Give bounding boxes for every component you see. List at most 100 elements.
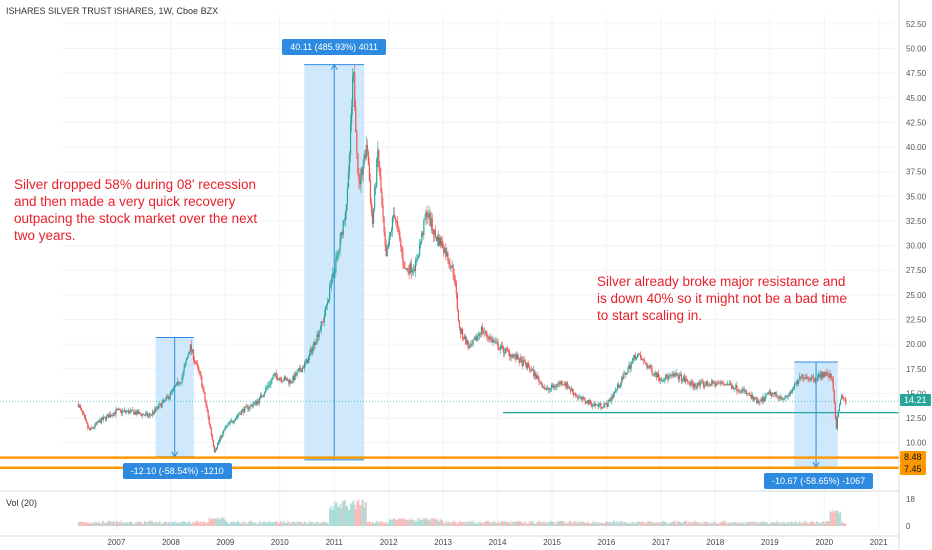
volume-bar: [452, 521, 454, 526]
volume-bar: [738, 523, 740, 526]
y-tick-label: 30.00: [906, 242, 927, 251]
volume-bar: [539, 522, 541, 526]
candle-body: [282, 380, 285, 382]
candle-body: [390, 229, 392, 233]
candle-body: [657, 373, 659, 378]
volume-bar: [829, 510, 831, 526]
candle-body: [596, 404, 598, 406]
volume-bar: [496, 522, 498, 526]
candle-body: [581, 396, 583, 400]
volume-bar: [731, 522, 733, 526]
candle-body: [757, 400, 759, 404]
volume-bar: [832, 509, 834, 526]
candle-body: [492, 340, 494, 343]
candle-body: [592, 403, 595, 405]
volume-bar: [231, 522, 233, 526]
volume-bar: [226, 520, 228, 526]
candle-body: [599, 402, 601, 406]
candle-body: [253, 402, 255, 405]
volume-bar: [745, 523, 747, 526]
candle-body: [739, 391, 741, 393]
volume-bar: [355, 509, 357, 526]
candle-body: [764, 395, 766, 402]
volume-bar: [828, 521, 830, 526]
candle-body: [351, 106, 353, 124]
candle-body: [574, 393, 576, 395]
candle-body: [831, 377, 833, 380]
candle-body: [159, 403, 161, 405]
volume-bar: [307, 521, 309, 526]
candle-body: [387, 245, 389, 249]
volume-bar: [451, 523, 453, 526]
candle-body: [360, 168, 362, 185]
volume-bar: [304, 522, 307, 526]
volume-bar: [155, 522, 157, 526]
candle-body: [653, 374, 655, 376]
candle-body: [789, 391, 791, 395]
candle-body: [109, 414, 111, 418]
volume-bar: [591, 522, 594, 526]
volume-bar: [274, 521, 276, 526]
candle-body: [251, 404, 253, 407]
candle-body: [608, 399, 610, 401]
volume-bar: [667, 523, 669, 526]
candle-body: [348, 154, 351, 172]
volume-bar: [227, 523, 229, 526]
candle-body: [245, 406, 247, 407]
x-tick-label: 2011: [326, 538, 344, 547]
volume-bar: [535, 523, 537, 526]
candle-body: [228, 423, 230, 425]
candle-body: [391, 217, 394, 230]
candle-body: [374, 188, 376, 209]
candle-body: [485, 331, 487, 333]
volume-bar: [504, 521, 507, 526]
candle-body: [451, 265, 453, 268]
volume-bar: [599, 521, 601, 526]
volume-bar: [716, 522, 718, 526]
candle-body: [222, 432, 224, 437]
candle-body: [155, 408, 157, 410]
volume-bar: [722, 520, 724, 526]
candle-body: [827, 373, 829, 377]
candle-body: [631, 360, 633, 364]
volume-bar: [287, 520, 289, 526]
candle-body: [564, 384, 566, 387]
volume-bar: [683, 521, 686, 526]
volume-bar: [296, 521, 298, 526]
candle-body: [102, 417, 105, 420]
candle-body: [783, 398, 785, 400]
volume-bar: [378, 523, 380, 526]
candle-body: [800, 376, 802, 378]
volume-bar: [145, 521, 147, 526]
volume-bar: [619, 521, 621, 526]
volume-bar: [435, 519, 438, 526]
volume-bar: [333, 509, 335, 526]
volume-bar: [126, 522, 129, 526]
volume-bar: [584, 522, 586, 526]
volume-bar: [107, 520, 109, 526]
volume-bar: [308, 523, 310, 526]
candle-body: [715, 383, 717, 386]
candle-body: [558, 382, 560, 385]
volume-bar: [379, 521, 381, 526]
candle-body: [376, 158, 378, 187]
volume-bar: [532, 521, 534, 526]
volume-bar: [259, 521, 262, 526]
volume-bar: [295, 522, 297, 526]
volume-bar: [705, 521, 708, 526]
volume-bar: [636, 521, 639, 526]
volume-bar: [238, 522, 241, 526]
candle-body: [158, 404, 160, 409]
volume-bar: [361, 499, 363, 526]
volume-bar: [807, 522, 809, 526]
candle-body: [799, 376, 801, 380]
candle-body: [164, 399, 166, 401]
volume-bar: [688, 521, 690, 526]
volume-bar: [233, 522, 235, 526]
candle-body: [584, 398, 586, 402]
volume-bar: [649, 521, 651, 526]
candle-body: [429, 212, 431, 227]
candle-body: [229, 421, 231, 424]
volume-bar: [345, 506, 347, 526]
